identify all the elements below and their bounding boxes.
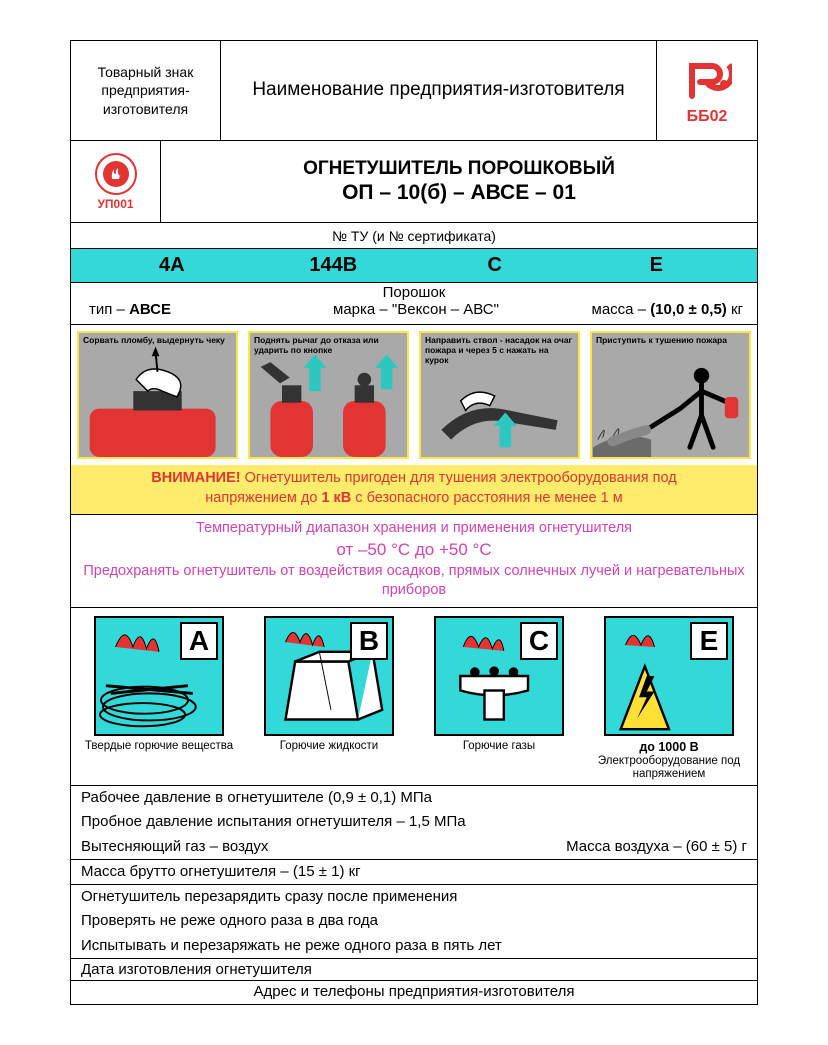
powder-type: тип – АВСЕ xyxy=(79,301,307,318)
class-tile-e: E до 1000 В Электрооборудование под напр… xyxy=(591,616,747,781)
manufacturer-text: Наименование предприятия-изготовителя xyxy=(252,78,624,103)
temp-line1: Температурный диапазон хранения и примен… xyxy=(79,519,749,539)
rst-mark-icon xyxy=(682,56,732,106)
class-cap-e: Электрооборудование под напряжением xyxy=(591,755,747,781)
instructions-row: Сорвать пломбу, выдернуть чеку Поднять р… xyxy=(71,325,757,465)
class-tile-a: A Твердые горючие вещества xyxy=(81,616,237,781)
temp-range: от –50 °C до +50 °C xyxy=(79,539,749,562)
tu-row: № ТУ (и № сертификата) xyxy=(71,223,757,249)
date-text: Дата изготовления огнетушителя xyxy=(81,961,312,978)
label-frame: Товарный знак предприятия-изготовителя Н… xyxy=(70,40,758,1005)
date-row: Дата изготовления огнетушителя xyxy=(71,959,757,981)
title-row: УП001 ОГНЕТУШИТЕЛЬ ПОРОШКОВЫЙ ОП – 10(б)… xyxy=(71,141,757,223)
maint-1: Огнетушитель перезарядить сразу после пр… xyxy=(71,885,757,909)
trademark-cell: Товарный знак предприятия-изготовителя xyxy=(71,41,221,140)
cert-cell: ББ02 xyxy=(657,41,757,140)
maintenance-row: Огнетушитель перезарядить сразу после пр… xyxy=(71,885,757,959)
instruction-2: Поднять рычаг до отказа или ударить по к… xyxy=(248,331,409,459)
maint-3: Испытывать и перезаряжать не реже одного… xyxy=(71,934,757,958)
spec-l3a: Вытесняющий газ – воздух xyxy=(81,837,268,857)
tu-text: № ТУ (и № сертификата) xyxy=(332,228,496,244)
instruction-4-text: Приступить к тушению пожара xyxy=(596,336,745,346)
class-sub-e: до 1000 В xyxy=(591,740,747,754)
instruction-1: Сорвать пломбу, выдернуть чеку xyxy=(77,331,238,459)
header-row: Товарный знак предприятия-изготовителя Н… xyxy=(71,41,757,141)
powder-row: Порошок тип – АВСЕ марка – "Вексон – АВС… xyxy=(71,283,757,325)
warning-line1: ВНИМАНИЕ! Огнетушитель пригоден для туше… xyxy=(79,469,749,489)
powder-brand: марка – "Вексон – АВС" xyxy=(307,301,525,318)
class-letter-c: C xyxy=(520,622,558,660)
class-tile-c: C Горючие газы xyxy=(421,616,577,781)
temp-line3: Предохранять огнетушитель от воздействия… xyxy=(79,562,749,601)
class-c: C xyxy=(414,254,576,277)
spec-l1: Рабочее давление в огнетушителе (0,9 ± 0… xyxy=(71,786,757,810)
powder-label: Порошок xyxy=(71,283,757,301)
class-tiles-row: A Твердые горючие вещества B xyxy=(71,608,757,786)
class-4a: 4A xyxy=(91,254,253,277)
class-tile-b: B Горючие жидкости xyxy=(251,616,407,781)
class-cap-b: Горючие жидкости xyxy=(251,740,407,753)
warning-row: ВНИМАНИЕ! Огнетушитель пригоден для туше… xyxy=(71,465,757,515)
specs-row-1: Рабочее давление в огнетушителе (0,9 ± 0… xyxy=(71,786,757,860)
page: Товарный знак предприятия-изготовителя Н… xyxy=(0,0,828,1045)
class-cap-a: Твердые горючие вещества xyxy=(81,740,237,753)
instruction-3: Направить ствол - насадок на очаг пожара… xyxy=(419,331,580,459)
spec-l3: Вытесняющий газ – воздух Масса воздуха –… xyxy=(71,835,757,859)
spec-l3b: Масса воздуха – (60 ± 5) г xyxy=(566,837,747,857)
title-main: ОГНЕТУШИТЕЛЬ ПОРОШКОВЫЙ ОП – 10(б) – АВС… xyxy=(161,141,757,222)
address-row: Адрес и телефоны предприятия-изготовител… xyxy=(71,981,757,1004)
mass-brutto: Масса брутто огнетушителя – (15 ± 1) кг xyxy=(71,860,371,884)
instruction-2-text: Поднять рычаг до отказа или ударить по к… xyxy=(254,336,403,356)
up-cell: УП001 xyxy=(71,141,161,222)
up-code: УП001 xyxy=(97,197,133,211)
temperature-row: Температурный диапазон хранения и примен… xyxy=(71,515,757,608)
mass-brutto-row: Масса брутто огнетушителя – (15 ± 1) кг xyxy=(71,860,757,885)
instruction-3-text: Направить ствол - насадок на очаг пожара… xyxy=(425,336,574,365)
cert-code: ББ02 xyxy=(687,108,728,126)
fire-class-row: 4A 144B C E xyxy=(71,249,757,283)
powder-mass: масса – (10,0 ± 0,5) кг xyxy=(525,301,749,318)
up-mark-icon xyxy=(95,153,137,195)
title-line1: ОГНЕТУШИТЕЛЬ ПОРОШКОВЫЙ xyxy=(303,157,615,181)
class-letter-a: A xyxy=(180,622,218,660)
class-letter-e: E xyxy=(690,622,728,660)
address-text: Адрес и телефоны предприятия-изготовител… xyxy=(254,983,575,1000)
spec-l2: Пробное давление испытания огнетушителя … xyxy=(71,810,757,834)
title-line2: ОП – 10(б) – АВСЕ – 01 xyxy=(342,180,576,206)
maint-2: Проверять не реже одного раза в два года xyxy=(71,909,757,933)
trademark-text: Товарный знак предприятия-изготовителя xyxy=(77,63,214,118)
class-144b: 144B xyxy=(253,254,415,277)
class-cap-c: Горючие газы xyxy=(421,740,577,753)
class-letter-b: B xyxy=(350,622,388,660)
instruction-1-text: Сорвать пломбу, выдернуть чеку xyxy=(83,336,232,346)
manufacturer-cell: Наименование предприятия-изготовителя xyxy=(221,41,657,140)
class-e: E xyxy=(576,254,738,277)
instruction-4: Приступить к тушению пожара xyxy=(590,331,751,459)
warning-line2: напряжением до 1 кВ с безопасного рассто… xyxy=(79,489,749,509)
